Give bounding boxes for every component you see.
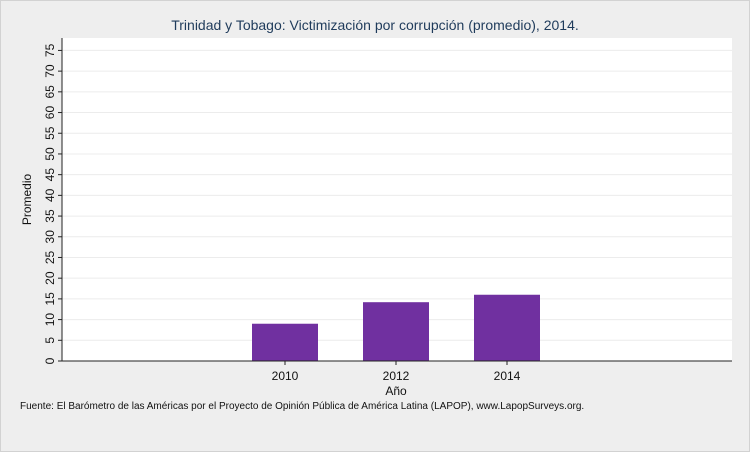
y-tick-label: 45 xyxy=(43,168,57,182)
y-tick-label: 75 xyxy=(43,43,57,57)
y-ticks: 0 5 10 15 20 25 30 35 40 45 50 55 60 65 70 75 xyxy=(43,43,62,364)
chart-title: Trinidad y Tobago: Victimización por cor… xyxy=(171,17,579,33)
bar-2010 xyxy=(252,323,318,361)
y-tick-label: 50 xyxy=(43,147,57,161)
y-tick-label: 70 xyxy=(43,64,57,78)
y-axis-title: Promedio xyxy=(20,173,34,225)
y-tick-label: 10 xyxy=(43,313,57,327)
x-tick-label: 2010 xyxy=(272,369,299,383)
y-tick-label: 35 xyxy=(43,209,57,223)
y-tick-label: 15 xyxy=(43,292,57,306)
gridlines xyxy=(62,49,732,341)
y-tick-label: 55 xyxy=(43,126,57,140)
y-tick-label: 20 xyxy=(43,271,57,285)
y-tick-label: 65 xyxy=(43,85,57,99)
y-tick-label: 25 xyxy=(43,250,57,264)
x-ticks: 2010 2012 2014 xyxy=(272,361,521,383)
y-tick-label: 0 xyxy=(43,357,57,364)
bars xyxy=(252,294,540,361)
bar-2014 xyxy=(474,294,540,361)
y-tick-label: 5 xyxy=(43,337,57,344)
x-axis-title: Año xyxy=(385,384,407,398)
y-tick-label: 40 xyxy=(43,188,57,202)
y-tick-label: 30 xyxy=(43,230,57,244)
source-note: Fuente: El Barómetro de las Américas por… xyxy=(20,401,585,412)
y-tick-label: 60 xyxy=(43,106,57,120)
bar-2012 xyxy=(363,302,429,361)
x-tick-label: 2012 xyxy=(383,369,410,383)
x-tick-label: 2014 xyxy=(494,369,521,383)
